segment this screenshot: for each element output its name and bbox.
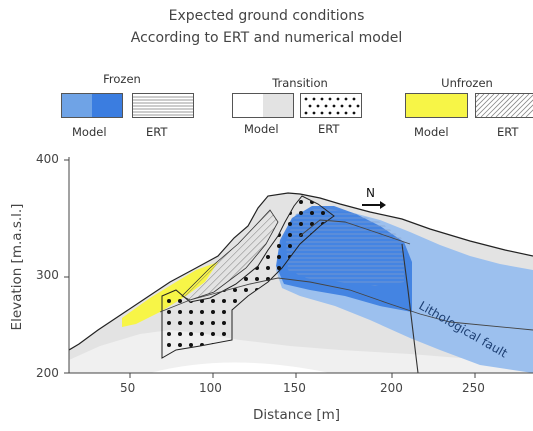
legend-transition-ert-label: ERT — [318, 122, 340, 136]
air-region — [69, 157, 533, 350]
y-tick-label-400: 400 — [36, 152, 59, 166]
legend-unfrozen-ert-label: ERT — [497, 125, 519, 139]
horizontal-lines-pattern-icon — [133, 96, 193, 116]
legend-unfrozen-model-swatch — [405, 93, 468, 118]
north-label: N — [366, 186, 375, 200]
legend-frozen-label: Frozen — [103, 72, 141, 86]
legend-frozen-ert-label: ERT — [146, 125, 168, 139]
x-axis-title: Distance [m] — [253, 407, 341, 423]
legend-transition-model-swatch — [232, 93, 294, 118]
legend-unfrozen-label: Unfrozen — [441, 76, 493, 90]
legend-frozen-model-swatch — [61, 93, 123, 118]
lithological-fault-line — [401, 243, 419, 373]
legend-transition-model-label: Model — [244, 122, 279, 136]
transition-ert-zone — [162, 196, 334, 358]
contour-line-1 — [159, 277, 533, 331]
legend-transition-ert-swatch — [300, 93, 362, 118]
dot-pattern-icon — [304, 97, 360, 115]
x-tick-label-50: 50 — [120, 381, 136, 395]
lower-white-lens — [150, 362, 330, 373]
legend-unfrozen-model-label: Model — [414, 125, 449, 139]
legend-frozen-model-label: Model — [72, 125, 107, 139]
x-tick-label-100: 100 — [199, 381, 222, 395]
legend-unfrozen-ert-swatch — [455, 93, 533, 118]
figure-title-line2: According to ERT and numerical model — [130, 30, 403, 46]
legend-transition-label: Transition — [272, 76, 328, 90]
x-tick-label-150: 150 — [283, 381, 306, 395]
contour-line-2 — [299, 219, 411, 245]
north-arrow-icon — [362, 201, 386, 209]
y-tick-label-200: 200 — [36, 366, 59, 380]
legend-frozen-ert-swatch — [132, 93, 194, 118]
x-tick-label-200: 200 — [380, 381, 403, 395]
y-axis-title: Elevation [m.a.s.l.] — [9, 203, 25, 331]
transition-ert-outline — [161, 195, 335, 359]
figure-title-line1: Expected ground conditions — [168, 8, 365, 24]
unfrozen-ert-zone — [181, 209, 279, 301]
y-tick-label-300: 300 — [36, 268, 59, 282]
x-tick-label-250: 250 — [462, 381, 485, 395]
ground-surface-line — [69, 192, 533, 351]
